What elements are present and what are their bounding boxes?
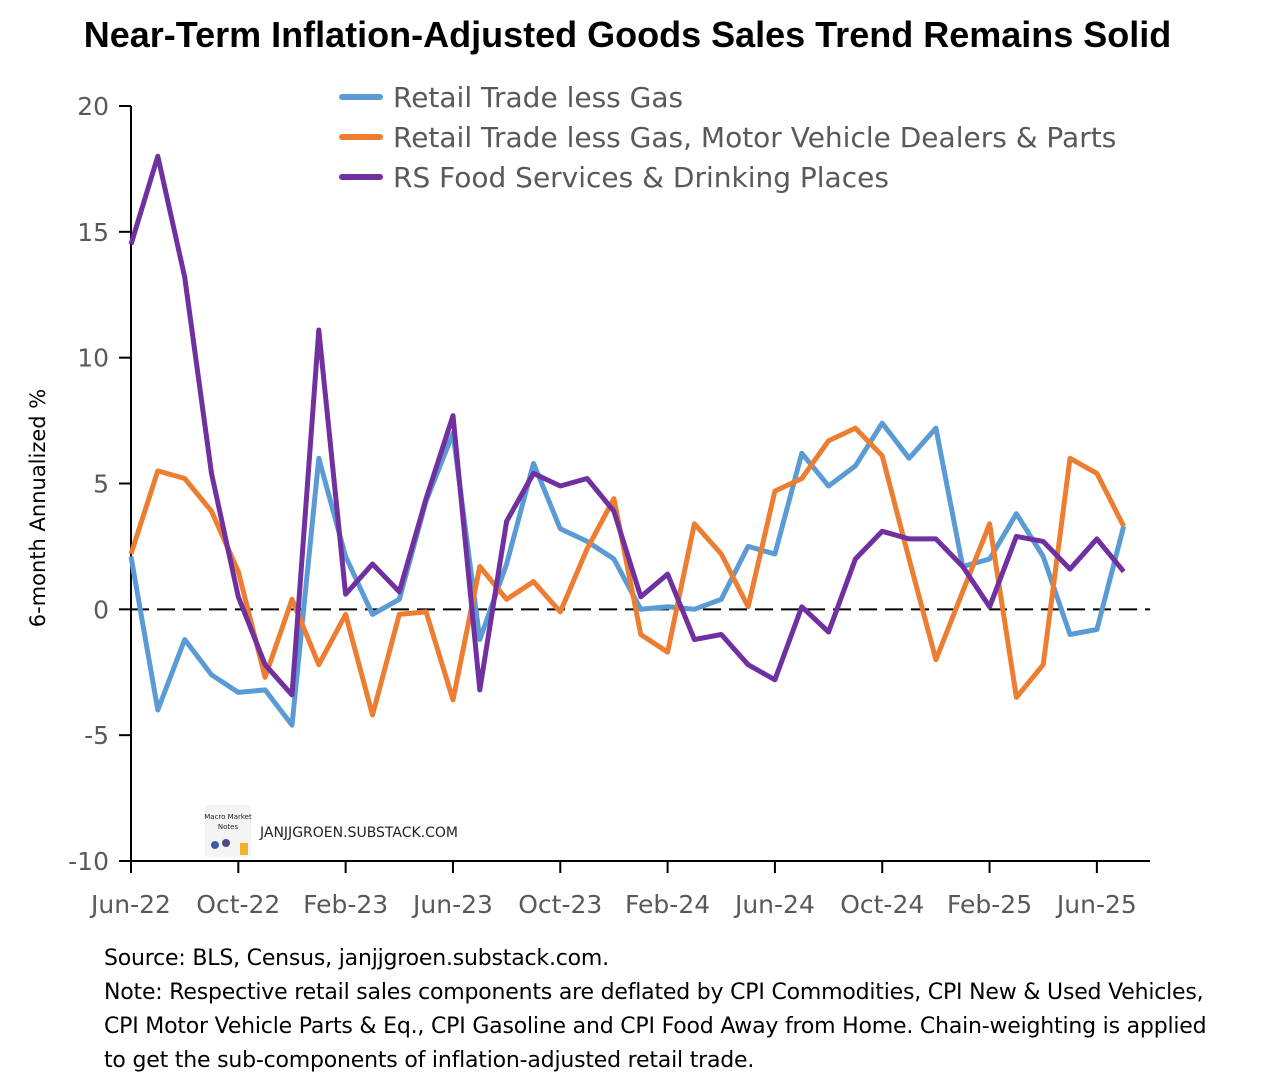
ticks: 20 15 10 5 0 -5 -10 Jun-22 Oct-22 Feb-23 Jun-23 Oct…	[68, 92, 1137, 919]
series-line-3	[128, 153, 1126, 698]
chart-notes: Source: BLS, Census, janjjgroen.substack…	[104, 942, 1207, 1078]
x-tick-label: Feb-25	[947, 890, 1032, 919]
x-tick-label: Oct-23	[518, 890, 602, 919]
watermark: Macro Market Notes JANJJGROEN.SUBSTACK.C…	[204, 805, 458, 857]
y-tick-label: 15	[77, 218, 109, 247]
note-line-3: to get the sub-components of inflation-a…	[104, 1048, 755, 1073]
x-tick-label: Jun-25	[1055, 890, 1137, 919]
watermark-site: JANJJGROEN.SUBSTACK.COM	[259, 825, 458, 841]
x-tick-label: Jun-23	[411, 890, 493, 919]
series-line-2	[128, 425, 1126, 718]
y-tick-label: -10	[68, 847, 109, 876]
x-tick-label: Feb-24	[625, 890, 710, 919]
legend-label-2: Retail Trade less Gas, Motor Vehicle Dea…	[393, 121, 1116, 154]
x-tick-label: Oct-24	[840, 890, 924, 919]
y-tick-label: -5	[84, 721, 109, 750]
source-text: Source: BLS, Census, janjjgroen.substack…	[104, 946, 609, 971]
chart-title: Near-Term Inflation-Adjusted Goods Sales…	[83, 14, 1172, 55]
legend-label-1: Retail Trade less Gas	[393, 81, 683, 114]
legend: Retail Trade less Gas Retail Trade less G…	[339, 81, 1116, 194]
x-tick-label: Jun-22	[89, 890, 171, 919]
y-tick-label: 0	[93, 595, 109, 624]
note-line-1: Note: Respective retail sales components…	[104, 980, 1204, 1005]
x-tick-label: Feb-23	[303, 890, 388, 919]
axes	[130, 106, 1150, 862]
watermark-logo-text: Macro Market	[204, 813, 252, 821]
y-tick-label: 10	[77, 344, 109, 373]
x-tick-label: Jun-24	[733, 890, 815, 919]
legend-label-3: RS Food Services & Drinking Places	[393, 161, 889, 194]
y-tick-label: 5	[93, 470, 109, 499]
watermark-logo-text-2: Notes	[218, 823, 239, 831]
y-tick-label: 20	[77, 92, 109, 121]
series-line-1	[128, 420, 1127, 728]
note-line-2: CPI Motor Vehicle Parts & Eq., CPI Gasol…	[104, 1014, 1207, 1039]
series-lines	[128, 153, 1127, 728]
x-tick-label: Oct-22	[196, 890, 280, 919]
y-axis-label: 6-month Annualized %	[26, 389, 50, 628]
